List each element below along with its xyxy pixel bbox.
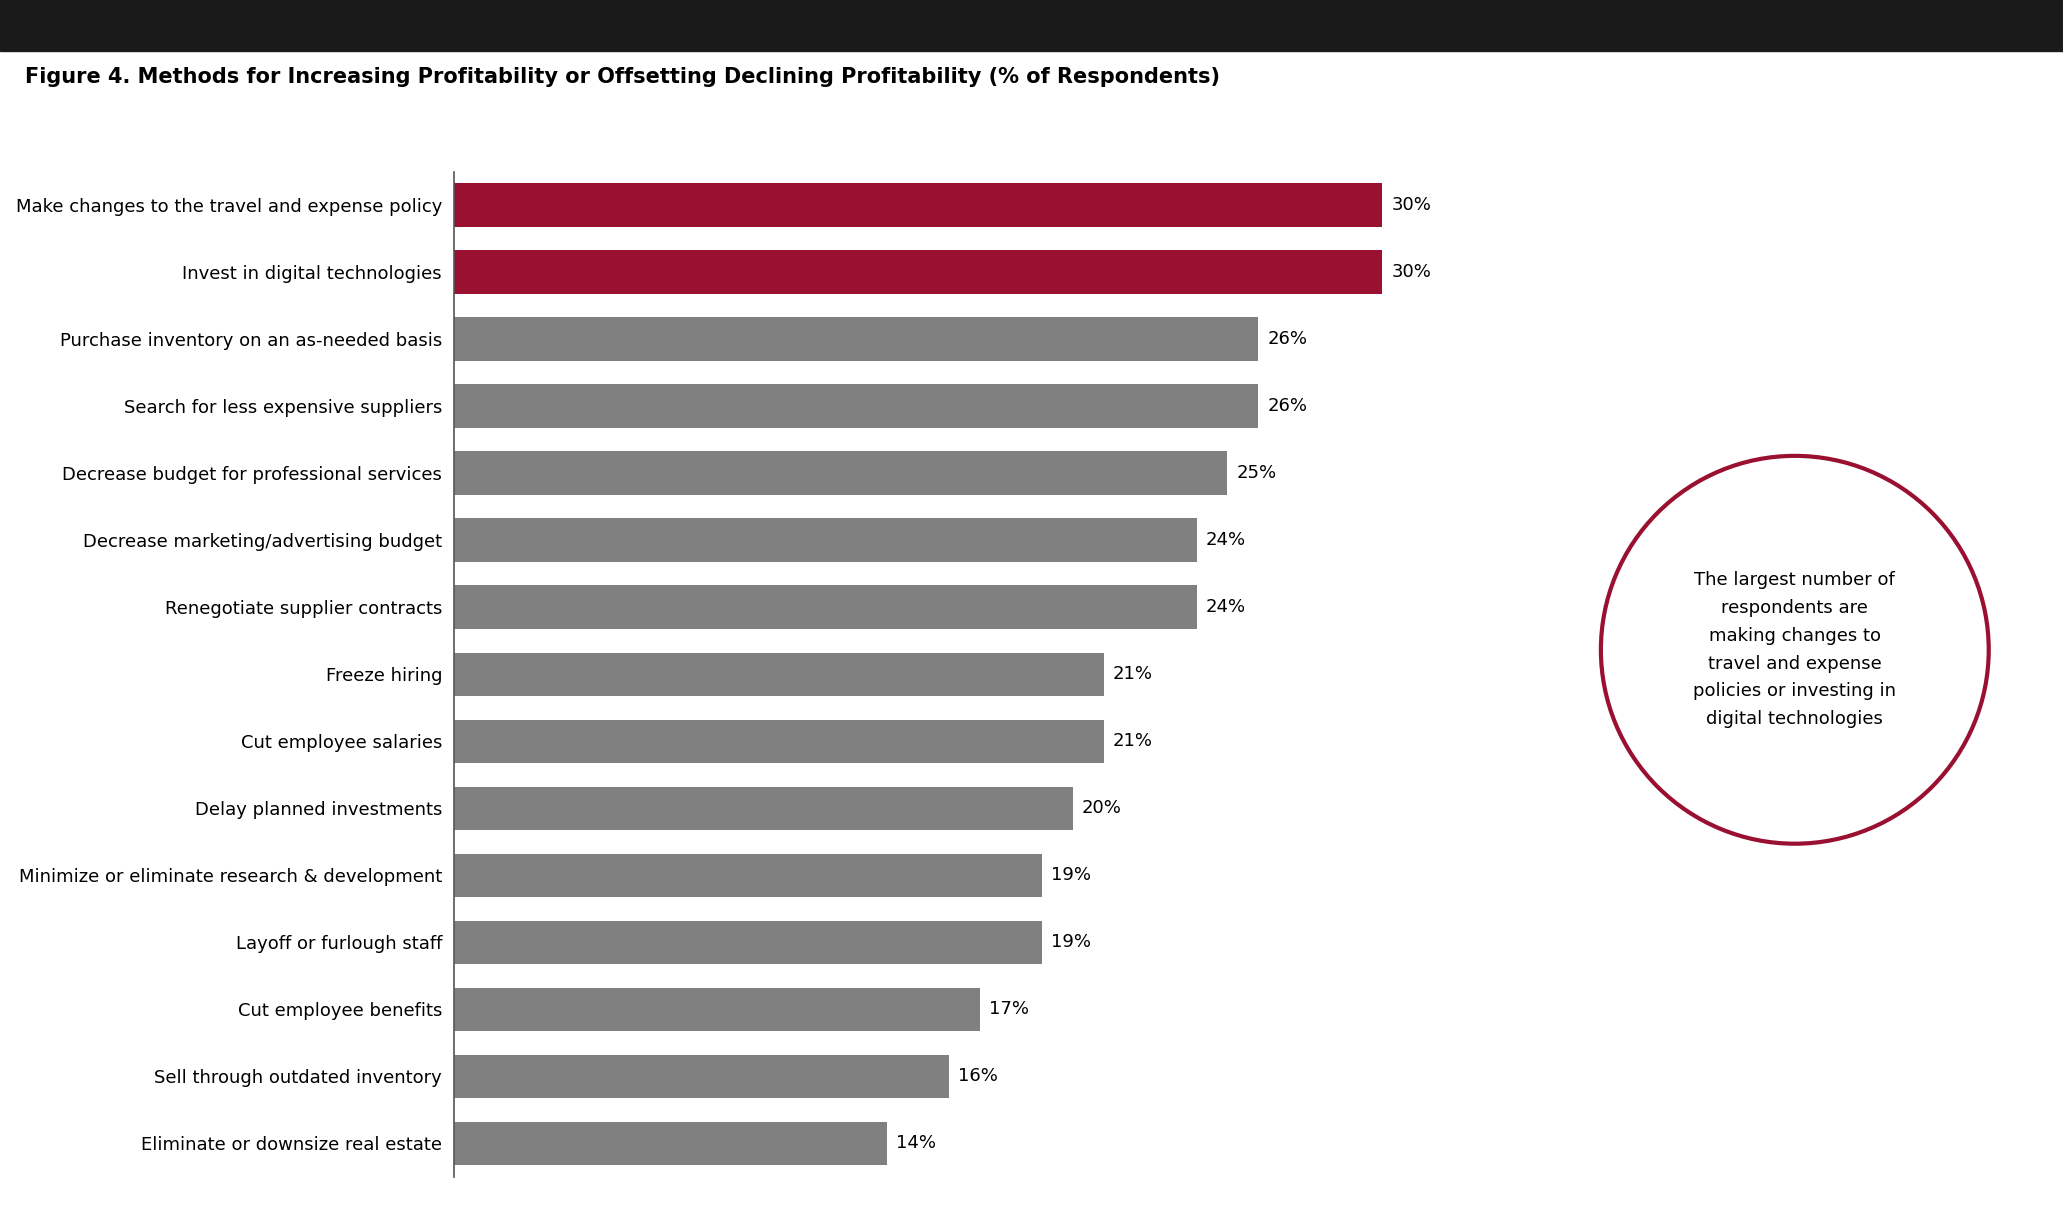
Bar bbox=[454, 720, 1104, 763]
Text: 30%: 30% bbox=[1393, 264, 1432, 281]
Text: 14%: 14% bbox=[895, 1134, 937, 1152]
Bar bbox=[454, 385, 1258, 428]
Bar bbox=[454, 184, 1382, 227]
Bar bbox=[454, 451, 1227, 495]
Bar bbox=[454, 586, 1197, 629]
Text: 16%: 16% bbox=[957, 1068, 998, 1085]
Text: 21%: 21% bbox=[1114, 666, 1153, 683]
Text: 19%: 19% bbox=[1052, 867, 1091, 884]
Bar bbox=[454, 853, 1042, 897]
Bar bbox=[454, 988, 980, 1031]
Text: 24%: 24% bbox=[1205, 531, 1246, 549]
Text: 25%: 25% bbox=[1238, 465, 1277, 482]
Bar bbox=[454, 519, 1197, 562]
Text: Figure 4. Methods for Increasing Profitability or Offsetting Declining Profitabi: Figure 4. Methods for Increasing Profita… bbox=[25, 67, 1219, 87]
Text: 21%: 21% bbox=[1114, 732, 1153, 750]
Bar bbox=[454, 250, 1382, 294]
Text: 30%: 30% bbox=[1393, 196, 1432, 215]
Text: 26%: 26% bbox=[1267, 397, 1308, 416]
Text: 26%: 26% bbox=[1267, 330, 1308, 348]
Bar bbox=[454, 1122, 887, 1165]
Bar bbox=[454, 1054, 949, 1098]
Text: 17%: 17% bbox=[990, 1000, 1029, 1019]
Bar bbox=[454, 787, 1073, 830]
Text: 24%: 24% bbox=[1205, 598, 1246, 617]
Bar bbox=[454, 921, 1042, 964]
Bar bbox=[454, 318, 1258, 360]
Text: 19%: 19% bbox=[1052, 933, 1091, 951]
Text: 20%: 20% bbox=[1081, 799, 1122, 818]
Text: The largest number of
respondents are
making changes to
travel and expense
polic: The largest number of respondents are ma… bbox=[1694, 571, 1896, 728]
Bar bbox=[454, 652, 1104, 696]
